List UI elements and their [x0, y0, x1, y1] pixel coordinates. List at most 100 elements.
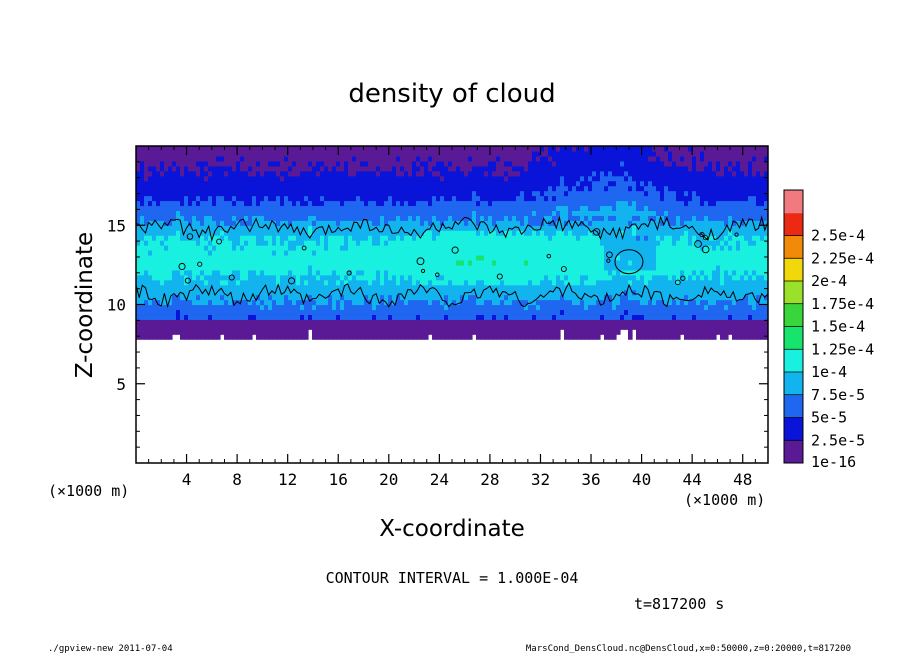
field-cell — [200, 185, 205, 192]
field-cell — [384, 324, 389, 330]
field-cell — [200, 165, 205, 172]
field-cell — [224, 245, 229, 251]
field-cell — [592, 150, 597, 157]
field-cell — [480, 324, 485, 330]
field-cell — [412, 259, 417, 266]
field-cell — [552, 289, 557, 296]
field-cell — [156, 150, 161, 157]
field-cell — [636, 269, 641, 276]
field-cell — [388, 250, 393, 256]
field-cell — [372, 175, 377, 182]
field-cell — [324, 175, 329, 182]
field-cell — [504, 175, 509, 182]
field-cell — [596, 205, 601, 211]
field-cell — [328, 200, 333, 207]
field-cell — [536, 245, 541, 251]
field-cell — [460, 274, 465, 281]
field-cell — [616, 155, 621, 162]
field-cell — [424, 319, 429, 325]
field-cell — [500, 225, 505, 231]
field-cell — [468, 324, 473, 330]
field-cell — [320, 220, 325, 226]
field-cell — [312, 274, 317, 281]
field-cell — [600, 254, 605, 261]
field-cell — [348, 289, 353, 296]
field-cell — [488, 259, 493, 266]
field-cell — [456, 155, 461, 162]
field-cell — [252, 235, 257, 241]
field-cell — [392, 264, 397, 271]
field-cell — [344, 329, 349, 335]
field-cell — [552, 150, 557, 157]
field-cell — [196, 264, 201, 271]
field-cell — [256, 289, 261, 296]
field-cell — [492, 185, 497, 192]
field-cell — [528, 334, 533, 340]
field-cell — [268, 259, 273, 266]
field-cell — [220, 146, 225, 152]
field-cell — [344, 274, 349, 281]
field-cell — [348, 230, 353, 236]
field-cell — [180, 254, 185, 261]
field-cell — [268, 314, 273, 320]
field-cell — [252, 245, 257, 251]
field-cell — [480, 314, 485, 320]
field-cell — [212, 185, 217, 192]
field-cell — [248, 230, 253, 236]
field-cell — [548, 279, 553, 286]
field-cell — [404, 284, 409, 291]
field-cell — [404, 245, 409, 251]
field-cell — [332, 284, 337, 291]
field-cell — [444, 185, 449, 192]
field-cell — [248, 185, 253, 192]
field-cell — [572, 235, 577, 241]
field-cell — [160, 195, 165, 202]
field-cell — [460, 334, 465, 340]
field-cell — [632, 220, 637, 226]
field-cell — [356, 225, 361, 231]
field-cell — [456, 264, 461, 271]
field-cell — [572, 165, 577, 172]
field-cell — [412, 304, 417, 311]
field-cell — [596, 319, 601, 325]
field-cell — [364, 334, 369, 340]
field-cell — [496, 240, 501, 246]
field-cell — [192, 175, 197, 182]
field-cell — [484, 269, 489, 276]
field-cell — [608, 225, 613, 231]
field-cell — [344, 259, 349, 266]
field-cell — [176, 284, 181, 291]
field-cell — [624, 284, 629, 291]
field-cell — [324, 150, 329, 157]
field-cell — [564, 274, 569, 281]
field-cell — [620, 245, 625, 251]
field-cell — [648, 314, 653, 320]
field-cell — [284, 309, 289, 316]
field-cell — [344, 195, 349, 202]
field-cell — [628, 215, 633, 221]
field-cell — [240, 195, 245, 202]
field-cell — [384, 180, 389, 187]
field-cell — [600, 215, 605, 221]
field-cell — [148, 150, 153, 157]
field-cell — [364, 324, 369, 330]
field-cell — [512, 309, 517, 316]
field-cell — [620, 225, 625, 231]
field-cell — [424, 309, 429, 316]
field-cell — [404, 279, 409, 286]
field-cell — [628, 220, 633, 226]
field-cell — [432, 195, 437, 202]
field-cell — [576, 155, 581, 162]
field-cell — [336, 200, 341, 207]
field-cell — [264, 240, 269, 246]
field-cell — [572, 175, 577, 182]
field-cell — [492, 299, 497, 306]
field-cell — [312, 190, 317, 197]
field-cell — [440, 294, 445, 301]
field-cell — [224, 259, 229, 266]
field-cell — [304, 264, 309, 271]
field-cell — [552, 245, 557, 251]
field-cell — [172, 264, 177, 271]
field-cell — [544, 334, 549, 340]
field-cell — [564, 269, 569, 276]
